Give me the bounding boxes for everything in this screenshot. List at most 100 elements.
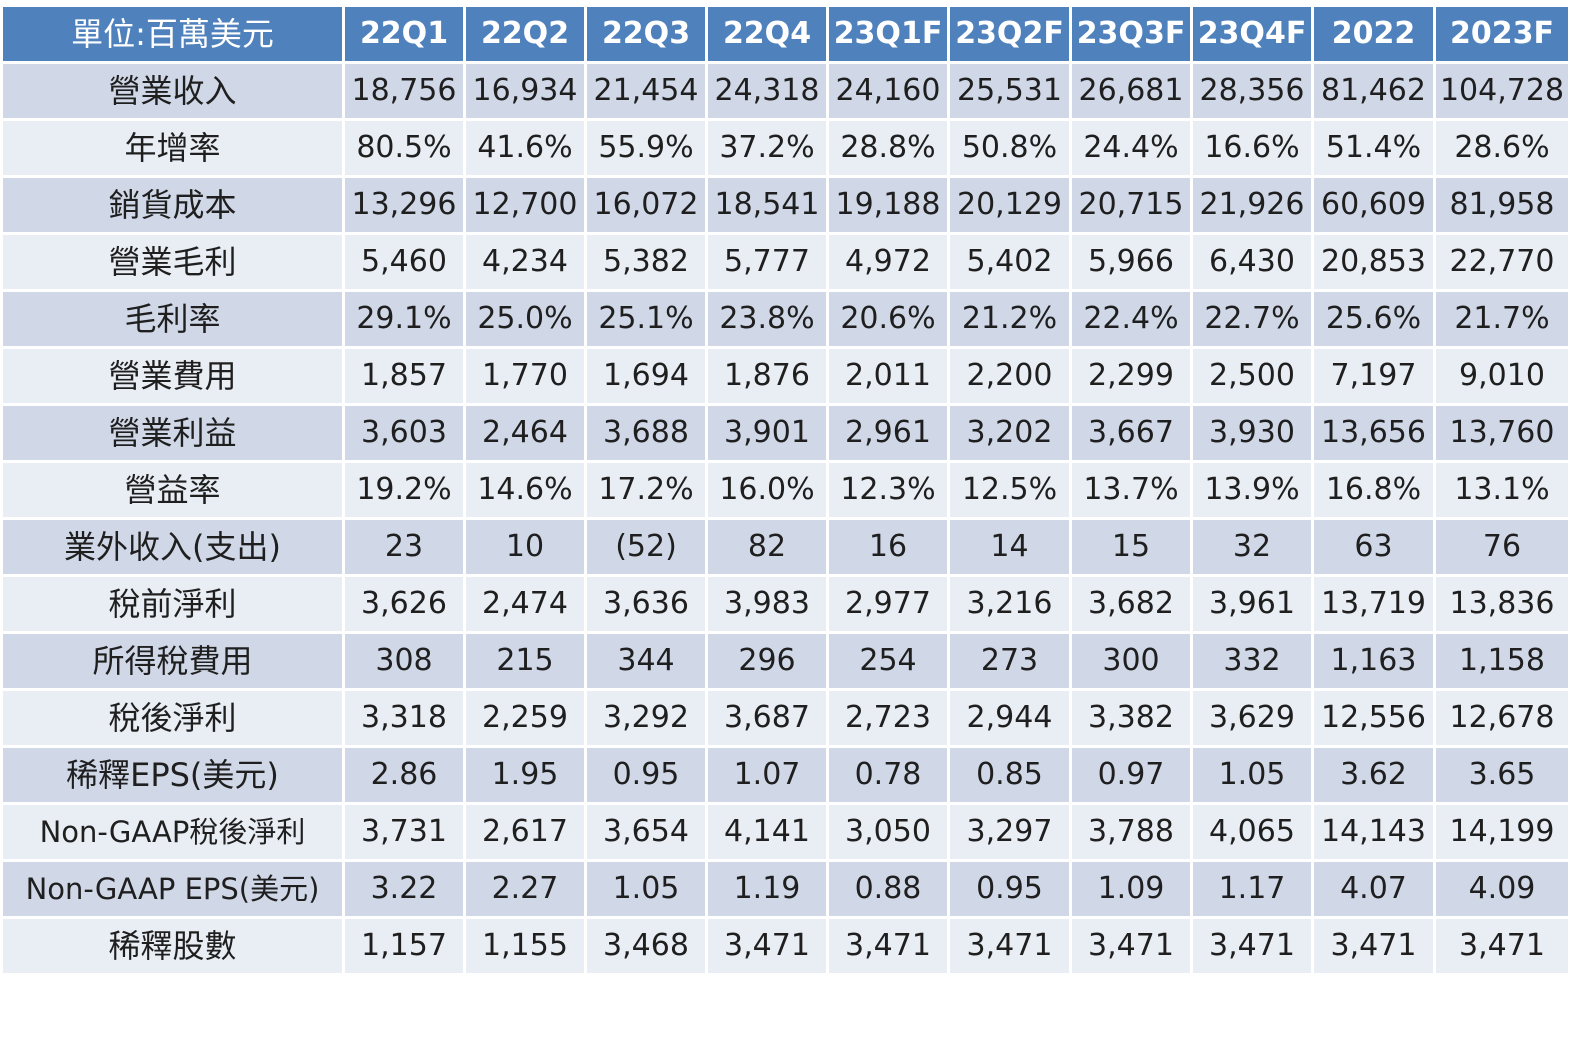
cell-22q4: 16.0% (705, 460, 829, 520)
unit-label-header: 單位:百萬美元 (0, 4, 345, 64)
cell-22q3: 3,654 (584, 802, 708, 862)
cell-2022: 4.07 (1311, 859, 1436, 919)
cell-22q2: 25.0% (463, 289, 587, 349)
cell-22q2: 2,617 (463, 802, 587, 862)
cell-23q2f: 273 (947, 631, 1072, 691)
row-label: Non-GAAP稅後淨利 (0, 802, 345, 862)
cell-23q2f: 20,129 (947, 175, 1072, 235)
cell-22q2: 14.6% (463, 460, 587, 520)
cell-23q3f: 3,788 (1069, 802, 1193, 862)
table-row: 營業費用 1,857 1,770 1,694 1,876 2,011 2,200 2,299 2… (0, 346, 1571, 406)
column-header-23q2f: 23Q2F (947, 4, 1072, 64)
cell-22q3: 3,688 (584, 403, 708, 463)
column-header-23q4f: 23Q4F (1190, 4, 1314, 64)
cell-23q2f: 3,471 (947, 916, 1072, 976)
column-header-2022: 2022 (1311, 4, 1436, 64)
column-header-23q3f: 23Q3F (1069, 4, 1193, 64)
cell-23q2f: 3,297 (947, 802, 1072, 862)
cell-22q3: 3,636 (584, 574, 708, 634)
cell-23q1f: 2,011 (826, 346, 950, 406)
table-row: Non-GAAP EPS(美元) 3.22 2.27 1.05 1.19 0.88 0.95… (0, 859, 1571, 919)
cell-2022: 51.4% (1311, 118, 1436, 178)
cell-2023f: 9,010 (1433, 346, 1571, 406)
column-header-23q1f: 23Q1F (826, 4, 950, 64)
table-row: 稀釋股數 1,157 1,155 3,468 3,471 3,471 3,471 3,471 3… (0, 916, 1571, 976)
cell-23q1f: 20.6% (826, 289, 950, 349)
row-label: 業外收入(支出) (0, 517, 345, 577)
cell-22q3: 1.05 (584, 859, 708, 919)
cell-23q1f: 3,471 (826, 916, 950, 976)
cell-23q2f: 0.95 (947, 859, 1072, 919)
cell-23q4f: 16.6% (1190, 118, 1314, 178)
cell-23q4f: 13.9% (1190, 460, 1314, 520)
cell-22q3: 5,382 (584, 232, 708, 292)
cell-2022: 60,609 (1311, 175, 1436, 235)
cell-2023f: 21.7% (1433, 289, 1571, 349)
cell-2022: 3.62 (1311, 745, 1436, 805)
cell-23q3f: 22.4% (1069, 289, 1193, 349)
cell-23q2f: 12.5% (947, 460, 1072, 520)
cell-23q1f: 28.8% (826, 118, 950, 178)
cell-22q1: 5,460 (342, 232, 466, 292)
cell-2023f: 13,836 (1433, 574, 1571, 634)
table-row: 稀釋EPS(美元) 2.86 1.95 0.95 1.07 0.78 0.85 0.97 1.0… (0, 745, 1571, 805)
cell-2023f: 3,471 (1433, 916, 1571, 976)
cell-2022: 16.8% (1311, 460, 1436, 520)
cell-23q3f: 13.7% (1069, 460, 1193, 520)
cell-2022: 14,143 (1311, 802, 1436, 862)
cell-22q1: 1,857 (342, 346, 466, 406)
column-header-22q2: 22Q2 (463, 4, 587, 64)
cell-23q4f: 332 (1190, 631, 1314, 691)
cell-2022: 13,656 (1311, 403, 1436, 463)
row-label: 稀釋EPS(美元) (0, 745, 345, 805)
column-header-22q1: 22Q1 (342, 4, 466, 64)
cell-22q2: 10 (463, 517, 587, 577)
cell-22q3: 3,468 (584, 916, 708, 976)
cell-2022: 63 (1311, 517, 1436, 577)
row-label: 毛利率 (0, 289, 345, 349)
row-label: 稅前淨利 (0, 574, 345, 634)
cell-23q4f: 2,500 (1190, 346, 1314, 406)
cell-2022: 3,471 (1311, 916, 1436, 976)
cell-23q4f: 21,926 (1190, 175, 1314, 235)
cell-23q1f: 12.3% (826, 460, 950, 520)
cell-22q4: 3,687 (705, 688, 829, 748)
cell-2023f: 13,760 (1433, 403, 1571, 463)
cell-23q2f: 3,216 (947, 574, 1072, 634)
cell-22q2: 1,770 (463, 346, 587, 406)
column-header-22q3: 22Q3 (584, 4, 708, 64)
cell-23q1f: 2,961 (826, 403, 950, 463)
cell-2023f: 1,158 (1433, 631, 1571, 691)
cell-23q2f: 50.8% (947, 118, 1072, 178)
cell-2022: 81,462 (1311, 61, 1436, 121)
cell-23q1f: 4,972 (826, 232, 950, 292)
row-label: 銷貨成本 (0, 175, 345, 235)
cell-23q4f: 3,930 (1190, 403, 1314, 463)
cell-22q3: 55.9% (584, 118, 708, 178)
cell-23q4f: 1.17 (1190, 859, 1314, 919)
row-label: 年增率 (0, 118, 345, 178)
cell-22q4: 296 (705, 631, 829, 691)
cell-23q3f: 3,471 (1069, 916, 1193, 976)
cell-22q3: 17.2% (584, 460, 708, 520)
cell-23q4f: 4,065 (1190, 802, 1314, 862)
cell-22q3: 25.1% (584, 289, 708, 349)
row-label: 營業毛利 (0, 232, 345, 292)
cell-23q1f: 24,160 (826, 61, 950, 121)
cell-22q1: 18,756 (342, 61, 466, 121)
row-label: 稅後淨利 (0, 688, 345, 748)
cell-23q3f: 300 (1069, 631, 1193, 691)
cell-22q1: 19.2% (342, 460, 466, 520)
cell-23q3f: 3,382 (1069, 688, 1193, 748)
cell-23q1f: 0.78 (826, 745, 950, 805)
cell-22q3: (52) (584, 517, 708, 577)
cell-2022: 12,556 (1311, 688, 1436, 748)
cell-23q1f: 3,050 (826, 802, 950, 862)
cell-22q2: 4,234 (463, 232, 587, 292)
cell-22q1: 3,318 (342, 688, 466, 748)
cell-2022: 1,163 (1311, 631, 1436, 691)
financial-forecast-table: 單位:百萬美元 22Q1 22Q2 22Q3 22Q4 23Q1F 23Q2F … (0, 4, 1571, 976)
cell-22q4: 5,777 (705, 232, 829, 292)
cell-22q1: 1,157 (342, 916, 466, 976)
cell-23q4f: 28,356 (1190, 61, 1314, 121)
